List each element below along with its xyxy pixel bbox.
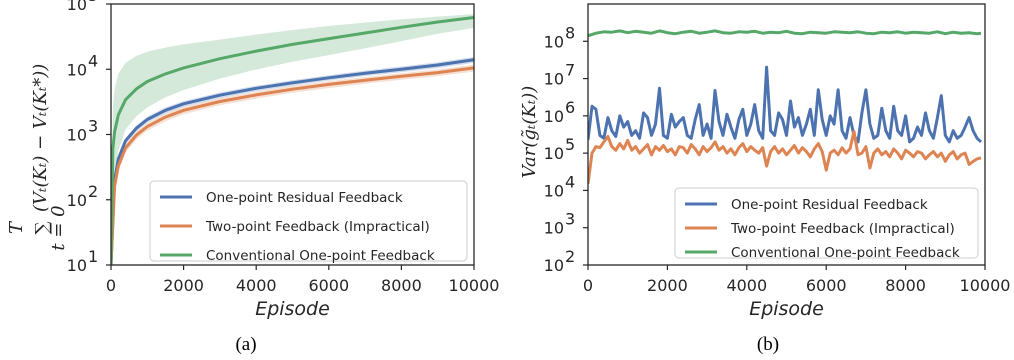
y-tick-label: 10 — [67, 256, 87, 275]
legend: One-point Residual Feedback Two-point Fee… — [149, 180, 468, 264]
x-tick-label: 2000 — [647, 276, 688, 295]
y-tick-exponent: 2 — [565, 247, 575, 266]
y-tick-label: 10 — [544, 144, 564, 163]
legend-entry: One-point Residual Feedback — [206, 190, 403, 206]
y-label-lower-limit: t = 0 — [48, 205, 69, 250]
series-line-1 — [588, 130, 982, 185]
chart-panel-a: 0200040006000800010000101102103104105Epi… — [6, 0, 499, 355]
series-line-0 — [588, 65, 983, 144]
x-tick-label: 4000 — [726, 276, 767, 295]
y-tick-label: 10 — [544, 219, 564, 238]
y-tick-label: 10 — [544, 256, 564, 275]
y-tick-exponent: 4 — [565, 172, 575, 191]
legend-box — [674, 187, 979, 259]
panel-caption: (b) — [757, 334, 779, 355]
legend-entry: Conventional One-point Feedback — [206, 248, 435, 264]
plot-area — [588, 29, 983, 185]
x-tick-label: 2000 — [163, 276, 204, 295]
y-tick-exponent: 4 — [88, 51, 98, 70]
y-tick-label: 10 — [67, 191, 87, 210]
x-tick-label: 0 — [583, 276, 593, 295]
x-tick-label: 4000 — [236, 276, 277, 295]
y-tick-label: 10 — [67, 126, 87, 145]
x-tick-label: 10000 — [960, 276, 1011, 295]
y-label-sum: ∑ — [32, 221, 53, 234]
y-label-expression: (Vₜ(Kₜ) − Vₜ(Kₜ*)) — [30, 64, 51, 212]
series-line-0 — [111, 58, 474, 265]
y-tick-exponent: 3 — [565, 210, 575, 229]
y-tick-exponent: 8 — [565, 23, 575, 42]
x-tick-label: 6000 — [308, 276, 349, 295]
y-tick-exponent: 3 — [88, 117, 98, 136]
y-tick-label: 10 — [544, 70, 564, 89]
legend-entry: One-point Residual Feedback — [731, 197, 928, 213]
y-tick-label: 10 — [544, 181, 564, 200]
y-tick-label: 10 — [67, 0, 87, 14]
series-line-1 — [111, 66, 474, 265]
x-tick-label: 0 — [106, 276, 116, 295]
axes-frame — [587, 3, 986, 266]
x-axis-label: Episode — [255, 298, 330, 320]
series-line-2 — [111, 16, 474, 265]
x-tick-label: 8000 — [381, 276, 422, 295]
y-tick-exponent: 2 — [88, 182, 98, 201]
y-label-upper-limit: T — [6, 220, 27, 234]
y-tick-label: 10 — [544, 32, 564, 51]
y-axis-label: T ∑t = 0(Vₜ(Kₜ) − Vₜ(Kₜ*)) — [6, 64, 69, 251]
y-tick-exponent: 1 — [88, 247, 98, 266]
legend-entry: Conventional One-point Feedback — [731, 245, 960, 261]
x-tick-label: 10000 — [449, 276, 500, 295]
legend-box — [149, 180, 468, 262]
panel-caption: (a) — [235, 334, 256, 355]
y-tick-label: 10 — [544, 107, 564, 126]
legend-entry: Two-point Feedback (Impractical) — [730, 221, 955, 237]
x-tick-label: 6000 — [806, 276, 847, 295]
legend: One-point Residual Feedback Two-point Fee… — [674, 187, 979, 261]
y-tick-label: 10 — [67, 60, 87, 79]
confidence-band-2 — [111, 14, 474, 265]
plot-area — [111, 14, 474, 265]
series-line-2 — [588, 29, 982, 38]
y-tick-exponent: 7 — [565, 61, 575, 80]
y-tick-exponent: 5 — [565, 135, 575, 154]
x-tick-label: 8000 — [885, 276, 926, 295]
y-tick-exponent: 6 — [565, 98, 575, 117]
legend-entry: Two-point Feedback (Impractical) — [205, 219, 430, 235]
y-tick-exponent: 5 — [88, 0, 98, 5]
x-axis-label: Episode — [749, 298, 824, 320]
y-axis-label: Var(g̃ₜ(Kₜ)) — [519, 86, 540, 179]
